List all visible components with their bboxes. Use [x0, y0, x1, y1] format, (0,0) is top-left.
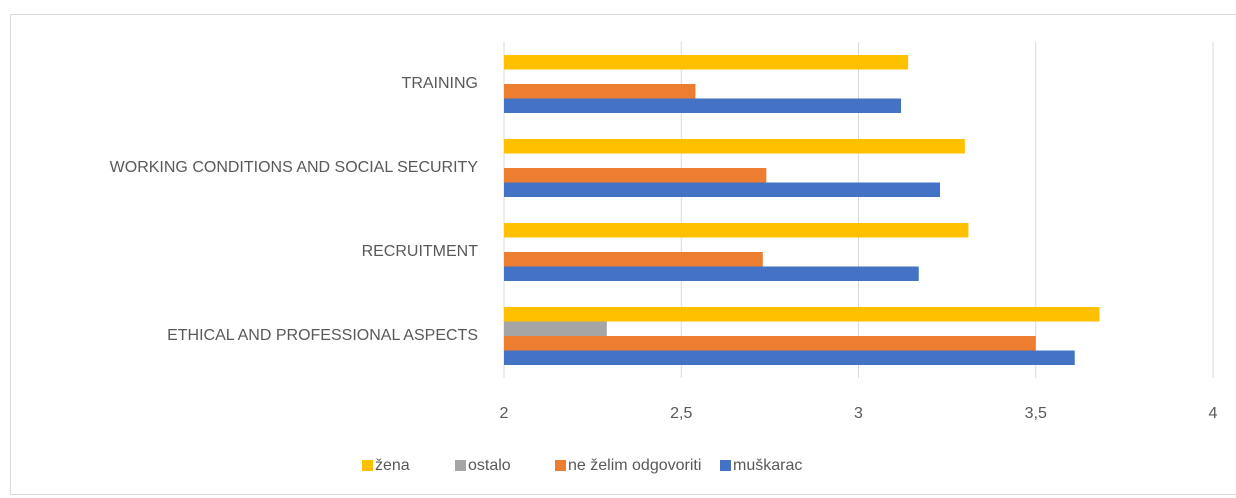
legend-swatch — [362, 460, 373, 471]
legend-label: muškarac — [733, 457, 802, 474]
x-tick-label: 3 — [854, 405, 863, 422]
bar — [504, 84, 696, 99]
bar — [504, 182, 941, 197]
category-label: WORKING CONDITIONS AND SOCIAL SECURITY — [110, 159, 479, 176]
bar — [504, 321, 607, 336]
x-tick-label: 2,5 — [670, 405, 692, 422]
bar — [504, 307, 1100, 322]
bar — [504, 266, 919, 281]
category-label: TRAINING — [402, 75, 478, 92]
bar — [504, 168, 767, 183]
x-tick-label: 4 — [1209, 405, 1218, 422]
legend-label: ne želim odgovoriti — [568, 457, 701, 474]
legend-label: ostalo — [468, 457, 511, 474]
bar — [504, 350, 1075, 365]
bar — [504, 223, 969, 238]
bar — [504, 55, 909, 70]
bar — [504, 252, 763, 267]
legend-label: žena — [375, 457, 410, 474]
legend-swatch — [555, 460, 566, 471]
category-label: RECRUITMENT — [362, 243, 479, 260]
legend-swatch — [455, 460, 466, 471]
bar — [504, 336, 1036, 351]
x-tick-label: 2 — [500, 405, 509, 422]
bar — [504, 139, 965, 154]
legend-swatch — [720, 460, 731, 471]
x-tick-label: 3,5 — [1025, 405, 1047, 422]
category-label: ETHICAL AND PROFESSIONAL ASPECTS — [167, 327, 478, 344]
bar — [504, 98, 902, 113]
